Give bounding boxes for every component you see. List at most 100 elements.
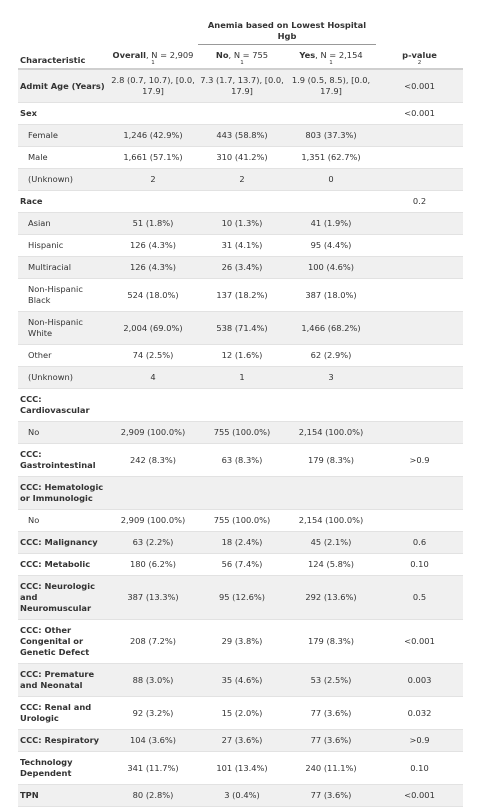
- cell: 1,351 (62.7%): [286, 146, 377, 169]
- cell: 2,909 (100.0%): [108, 509, 198, 532]
- cell-text: 240 (11.1%): [305, 762, 357, 773]
- cell-text: 3 (0.4%): [224, 790, 260, 800]
- table-row: Sex <0.001: [18, 102, 464, 125]
- cell-text: <0.001: [404, 108, 435, 118]
- cell: [108, 476, 198, 510]
- row-label: Non-Hispanic White: [18, 311, 108, 345]
- cell: 10 (1.3%): [198, 212, 286, 235]
- cell: [376, 234, 464, 257]
- cell-text: 0: [328, 174, 334, 184]
- cell: 18 (2.4%): [198, 531, 286, 554]
- cell-text: >0.9: [409, 735, 430, 745]
- cell: [376, 344, 464, 367]
- cell: 0.003: [376, 663, 464, 697]
- column-header-bold: Characteristic: [20, 55, 86, 65]
- table-row: Technology Dependent 341 (11.7%) 101 (13.4…: [18, 751, 464, 785]
- cell-text: 31 (4.1%): [221, 240, 263, 250]
- cell-text: 26 (3.4%): [221, 262, 263, 272]
- cell: [376, 168, 464, 191]
- cell-text: 2,004 (69.0%): [123, 322, 183, 333]
- cell-text: 179 (8.3%): [307, 636, 355, 646]
- row-label: CCC: Cardiovascular: [18, 388, 108, 422]
- table-row: CCC: Premature and Neonatal 88 (3.0%) 35 (…: [18, 663, 464, 697]
- cell-text: 1,246 (42.9%): [123, 130, 183, 140]
- table-row: Other 74 (2.5%) 12 (1.6%) 62 (2.9%): [18, 344, 464, 367]
- cell: 31 (4.1%): [198, 234, 286, 257]
- cell: 126 (4.3%): [108, 234, 198, 257]
- cell-text: <0.001: [404, 636, 435, 646]
- cell-text: 126 (4.3%): [129, 262, 177, 272]
- cell: 2,909 (100.0%): [108, 421, 198, 444]
- table-row: TPN 80 (2.8%) 3 (0.4%) 77 (3.6%) <0.001: [18, 784, 464, 807]
- row-label: Other: [18, 344, 108, 367]
- cell-text: 27 (3.6%): [221, 735, 263, 745]
- cell-text: 1,466 (68.2%): [301, 322, 361, 333]
- cell: 179 (8.3%): [286, 619, 377, 664]
- cell-text: 80 (2.8%): [132, 790, 174, 800]
- cell: 538 (71.4%): [198, 311, 286, 345]
- cell: 0.2: [376, 190, 464, 213]
- table-row: No 2,909 (100.0%) 755 (100.0%) 2,154 (100.0…: [18, 421, 464, 444]
- cell: 0.10: [376, 553, 464, 576]
- cell: 56 (7.4%): [198, 553, 286, 576]
- row-label: No: [18, 421, 108, 444]
- cell: 62 (2.9%): [286, 344, 377, 367]
- cell: 3: [286, 366, 377, 389]
- cell-text: 2: [150, 174, 156, 184]
- column-header: Yes, N = 2,154 1: [286, 44, 377, 70]
- cell: 26 (3.4%): [198, 256, 286, 279]
- cell-text: CCC: Respiratory: [20, 735, 100, 745]
- cell-text: CCC: Hematologic or Immunologic: [20, 482, 104, 503]
- cell-text: 18 (2.4%): [221, 537, 263, 547]
- cell: 1,466 (68.2%): [286, 311, 377, 345]
- cell: [198, 476, 286, 510]
- cell-text: 2,909 (100.0%): [120, 515, 186, 525]
- cell-text: Admit Age (Years): [20, 80, 105, 91]
- spanner-header: Anemia based on Lowest Hospital Hgb: [198, 18, 377, 45]
- cell-text: 443 (58.8%): [216, 130, 268, 140]
- row-label: CCC: Metabolic: [18, 553, 108, 576]
- cell-text: 0.10: [410, 762, 429, 773]
- table-row: CCC: Renal and Urologic 92 (3.2%) 15 (2.0%…: [18, 696, 464, 730]
- cell-text: 53 (2.5%): [310, 674, 352, 685]
- table-row: CCC: Malignancy 63 (2.2%) 18 (2.4%) 45 (2.1…: [18, 531, 464, 554]
- cell: 74 (2.5%): [108, 344, 198, 367]
- cell-text: 0.5: [412, 592, 427, 602]
- row-label: Sex: [18, 102, 108, 125]
- cell: 310 (41.2%): [198, 146, 286, 169]
- footnote-marker: 1: [329, 60, 333, 66]
- cell-text: 92 (3.2%): [132, 707, 174, 718]
- cell: 63 (2.2%): [108, 531, 198, 554]
- row-label: Male: [18, 146, 108, 169]
- table-row: Male 1,661 (57.1%) 310 (41.2%) 1,351 (62.7%…: [18, 146, 464, 169]
- cell: 92 (3.2%): [108, 696, 198, 730]
- cell: [108, 102, 198, 125]
- cell: 1: [198, 366, 286, 389]
- table-row: Non-Hispanic White 2,004 (69.0%) 538 (71.4…: [18, 311, 464, 345]
- row-label: CCC: Malignancy: [18, 531, 108, 554]
- cell: >0.9: [376, 443, 464, 477]
- cell-text: 7.3 (1.7, 13.7), [0.0, 17.9]: [200, 75, 284, 96]
- row-label: Technology Dependent: [18, 751, 108, 785]
- cell-text: No: [28, 515, 40, 525]
- row-label: Admit Age (Years): [18, 69, 108, 103]
- cell-text: 0.6: [412, 537, 427, 547]
- row-label: No: [18, 509, 108, 532]
- cell-text: 3: [328, 372, 334, 382]
- cell: 341 (11.7%): [108, 751, 198, 785]
- table-row: Hispanic 126 (4.3%) 31 (4.1%) 95 (4.4%): [18, 234, 464, 257]
- column-header: No, N = 755 1: [198, 44, 286, 70]
- cell-text: 74 (2.5%): [132, 350, 174, 360]
- cell: 7.3 (1.7, 13.7), [0.0, 17.9]: [198, 69, 286, 103]
- table-row: No 2,909 (100.0%) 755 (100.0%) 2,154 (100.0…: [18, 509, 464, 532]
- cell-text: Technology Dependent: [20, 757, 73, 778]
- cell: 29 (3.8%): [198, 619, 286, 664]
- column-header: Characteristic: [18, 44, 108, 70]
- cell-text: 95 (4.4%): [310, 240, 352, 250]
- row-label: TPN: [18, 784, 108, 807]
- cell: 45 (2.1%): [286, 531, 377, 554]
- cell-text: 387 (13.3%): [127, 592, 179, 602]
- cell-text: <0.001: [404, 790, 435, 800]
- cell-text: Other: [28, 350, 52, 360]
- cell-text: 100 (4.6%): [307, 262, 355, 272]
